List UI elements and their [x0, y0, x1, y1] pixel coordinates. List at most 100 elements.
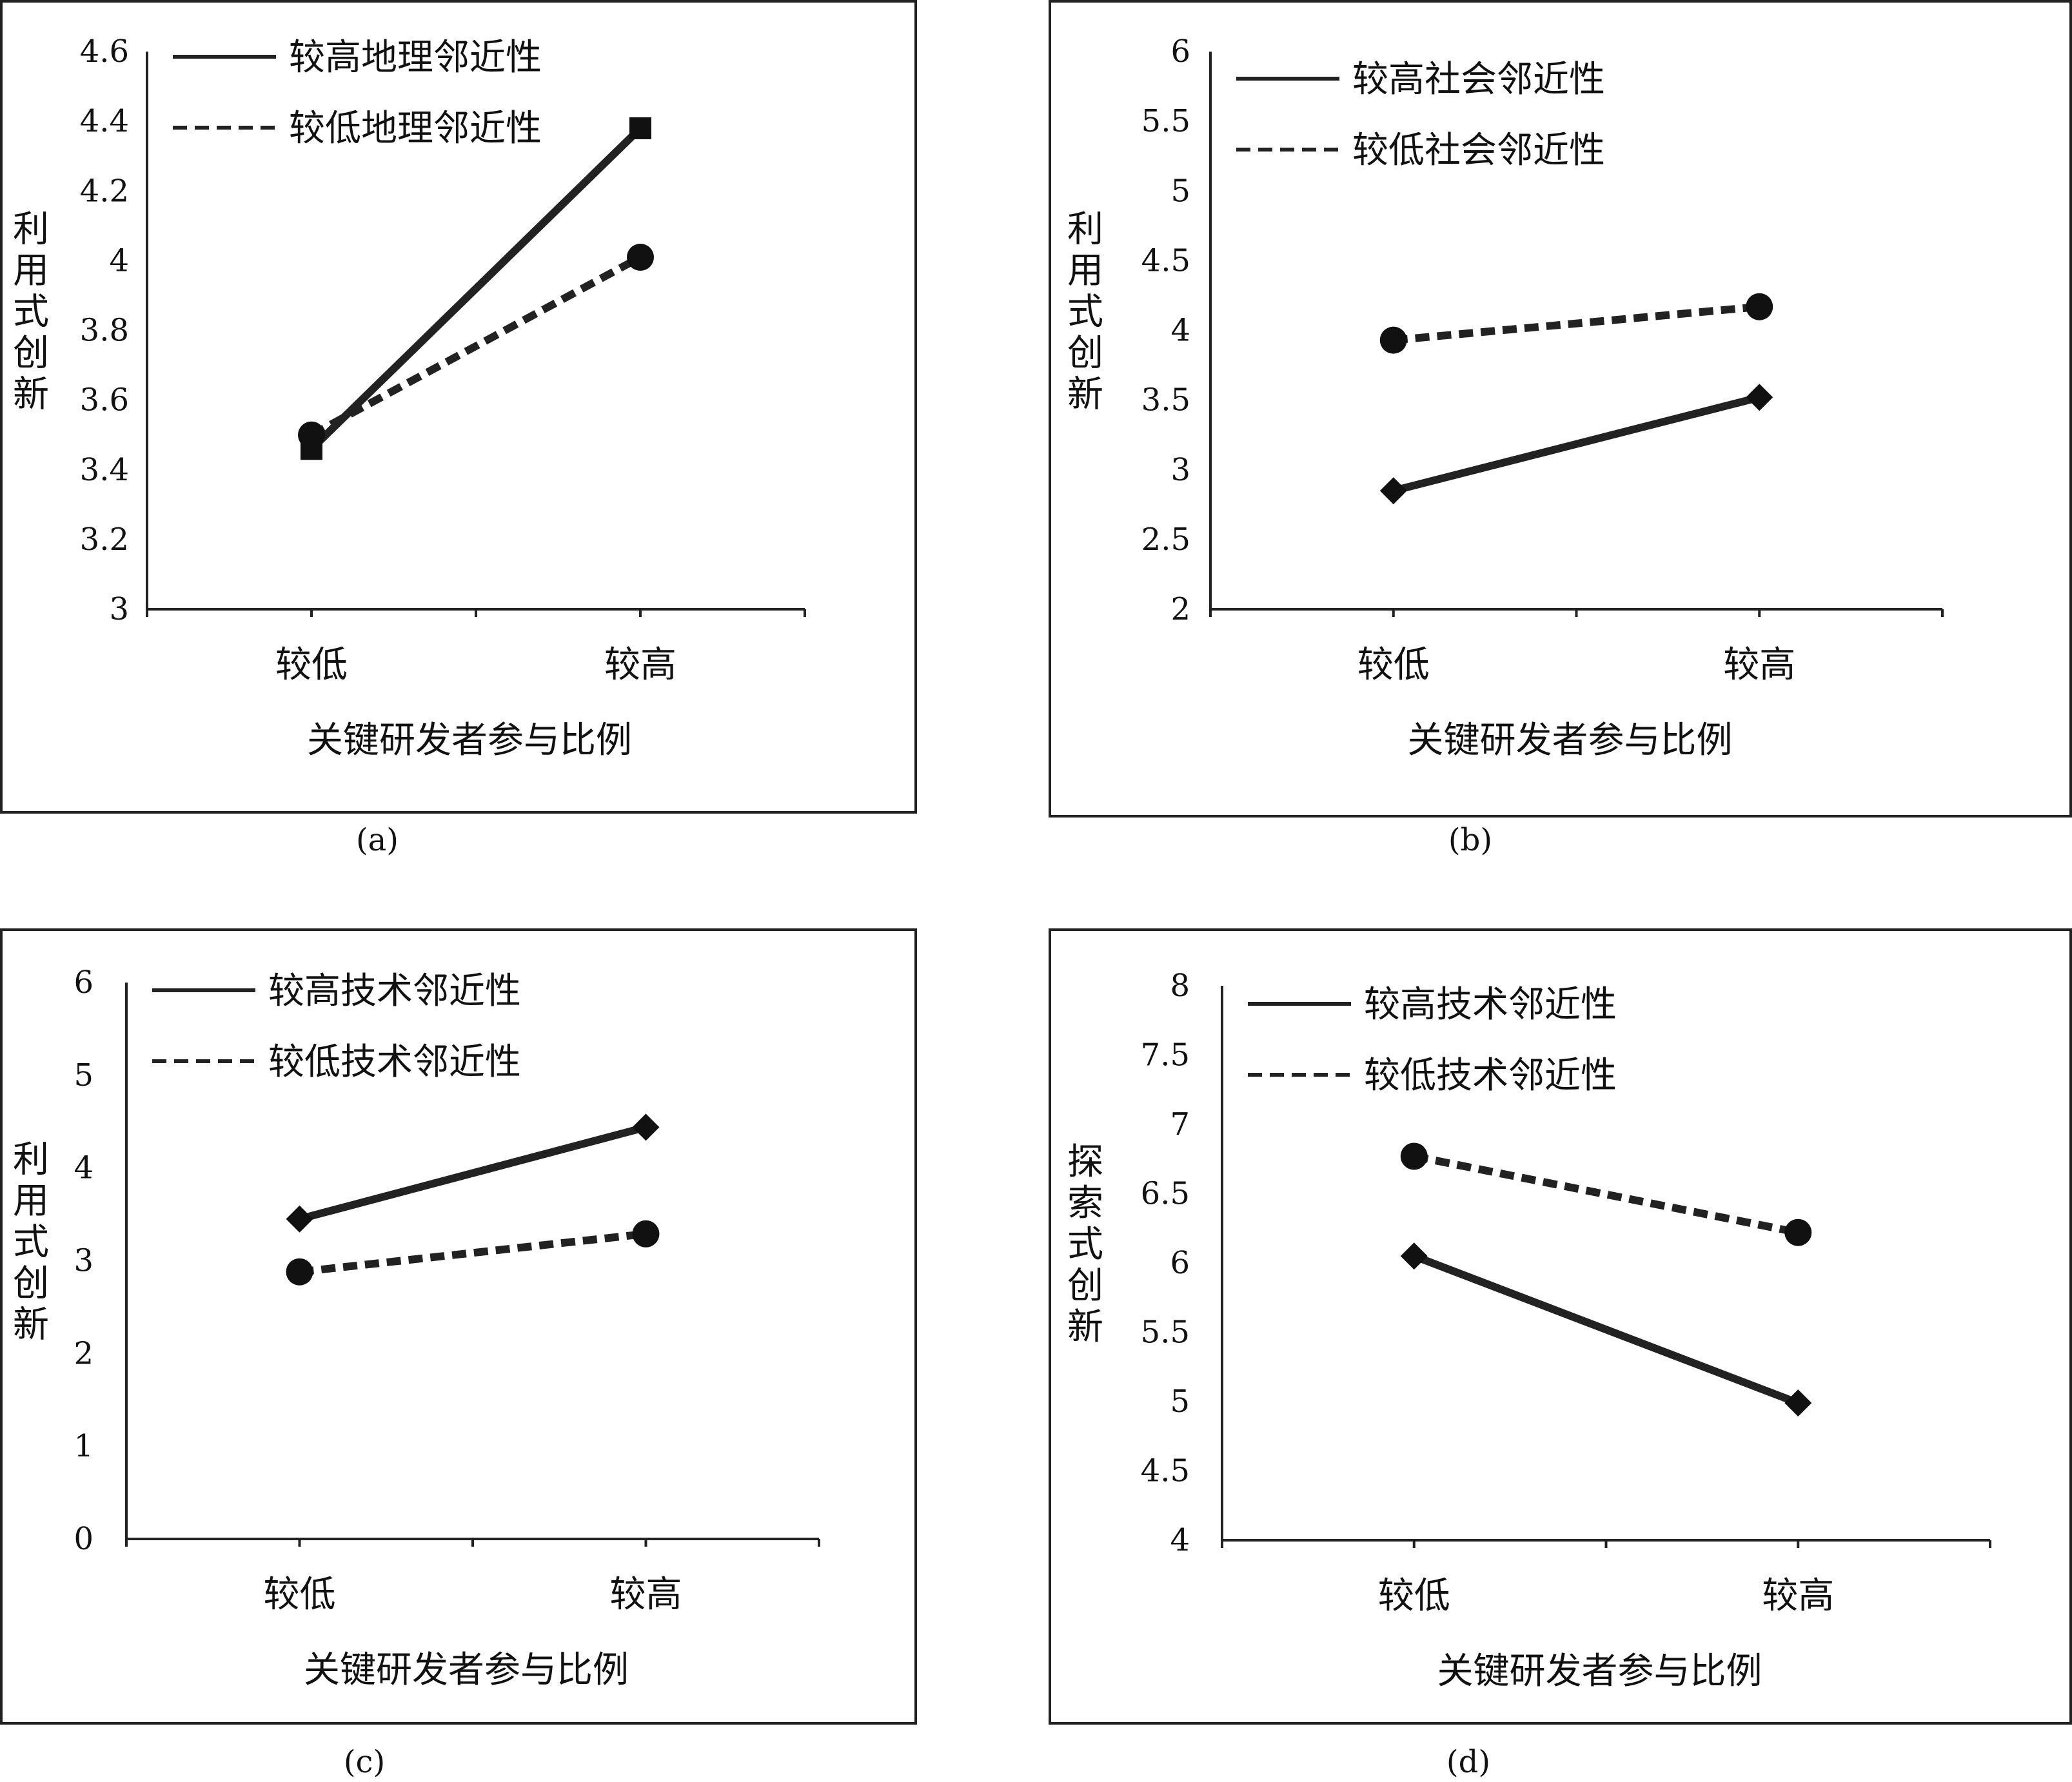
data-point-high — [1784, 1389, 1812, 1417]
y-axis-label-char: 探 — [1067, 1141, 1103, 1183]
chart-caption-b: (b) — [1448, 822, 1493, 858]
series-line-low — [1413, 1152, 1799, 1237]
chart-frame — [1049, 928, 2072, 1725]
y-axis-label-char: 创 — [1067, 333, 1103, 375]
y-tick-label: 2 — [1170, 591, 1190, 627]
data-point-high — [1746, 384, 1773, 411]
y-tick-label: 4 — [1170, 313, 1190, 349]
y-tick-label: 4.6 — [80, 34, 129, 70]
y-axis-label-char: 用 — [13, 1180, 49, 1222]
x-tick-label: 较低 — [275, 644, 348, 686]
x-tick-label: 较高 — [1762, 1575, 1834, 1617]
data-point-high — [632, 1113, 660, 1141]
x-tick-label: 较低 — [264, 1574, 336, 1616]
y-tick-label: 3 — [109, 591, 129, 627]
y-tick-label: 2.5 — [1141, 522, 1190, 558]
chart-caption-d: (d) — [1446, 1744, 1491, 1780]
y-axis-label-char: 创 — [13, 1263, 49, 1305]
data-point-low — [286, 1258, 313, 1286]
data-point-high — [1400, 1242, 1428, 1270]
legend-label: 较低社会邻近性 — [1352, 130, 1605, 171]
x-axis-label: 关键研发者参与比例 — [1437, 1650, 1762, 1692]
y-axis-label-char: 创 — [1067, 1265, 1103, 1307]
y-axis-label-char: 利 — [13, 1139, 49, 1181]
data-point-low — [1746, 293, 1773, 320]
y-tick-label: 4 — [74, 1150, 94, 1186]
y-tick-label: 6.5 — [1141, 1176, 1190, 1212]
y-axis-label-char: 创 — [13, 333, 49, 375]
y-axis-label-char: 新 — [1067, 374, 1103, 416]
legend-label: 较高技术邻近性 — [1364, 984, 1617, 1026]
y-tick-label: 0 — [74, 1521, 94, 1557]
x-tick-label: 较低 — [1357, 644, 1430, 686]
y-axis-label-char: 用 — [1067, 250, 1103, 292]
legend-label: 较高社会邻近性 — [1352, 59, 1605, 101]
x-tick-label: 较高 — [610, 1574, 682, 1616]
data-point-low — [1379, 326, 1407, 354]
y-tick-label: 5.5 — [1141, 103, 1190, 139]
y-tick-label: 5 — [74, 1057, 94, 1093]
y-tick-label: 5 — [1170, 1384, 1190, 1420]
y-tick-label: 6 — [74, 964, 94, 1001]
data-point-low — [1400, 1142, 1428, 1170]
y-axis-label-char: 新 — [13, 1304, 49, 1346]
data-point-high — [1379, 477, 1407, 505]
y-axis-label-char: 式 — [1067, 1224, 1103, 1266]
series-line-high — [1392, 393, 1761, 495]
series-line-low — [310, 253, 642, 438]
y-tick-label: 3 — [1170, 452, 1190, 488]
x-axis-label: 关键研发者参与比例 — [304, 1649, 629, 1691]
y-axis-label-char: 式 — [13, 1222, 49, 1264]
y-tick-label: 2 — [74, 1335, 94, 1371]
y-tick-label: 4.5 — [1141, 242, 1190, 279]
y-tick-label: 4 — [109, 242, 129, 279]
y-tick-label: 3 — [74, 1243, 94, 1279]
data-point-low — [627, 243, 654, 271]
y-axis-label-char: 用 — [13, 250, 49, 292]
data-point-high — [629, 117, 651, 139]
series-line-high — [298, 1123, 647, 1223]
legend-label: 较高技术邻近性 — [268, 970, 521, 1012]
y-tick-label: 7 — [1170, 1106, 1190, 1142]
y-axis-label-char: 利 — [13, 209, 49, 251]
y-tick-label: 6 — [1170, 34, 1190, 70]
y-tick-label: 5 — [1170, 173, 1190, 209]
data-point-low — [632, 1220, 660, 1248]
series-line-low — [299, 1229, 647, 1276]
y-tick-label: 6 — [1170, 1245, 1190, 1281]
legend-label: 较高地理邻近性 — [289, 37, 542, 79]
chart-frame — [0, 0, 917, 814]
y-axis-label-char: 利 — [1067, 209, 1103, 251]
y-axis-label-char: 索 — [1067, 1182, 1103, 1224]
y-tick-label: 3.8 — [80, 313, 129, 349]
series-line-high — [1412, 1252, 1800, 1407]
legend-label: 较低技术邻近性 — [1364, 1055, 1617, 1097]
y-tick-label: 5.5 — [1141, 1315, 1190, 1351]
y-tick-label: 1 — [74, 1428, 94, 1464]
y-tick-label: 4.4 — [80, 103, 129, 139]
y-axis-label-char: 新 — [1067, 1306, 1103, 1348]
y-tick-label: 3.2 — [80, 522, 129, 558]
y-tick-label: 7.5 — [1141, 1037, 1190, 1073]
x-tick-label: 较高 — [1723, 644, 1795, 686]
chart-frame — [1049, 0, 2072, 818]
y-tick-label: 4.2 — [80, 173, 129, 209]
x-axis-label: 关键研发者参与比例 — [1408, 720, 1733, 761]
y-tick-label: 8 — [1170, 968, 1190, 1004]
y-axis-label-char: 式 — [1067, 291, 1103, 333]
y-tick-label: 4.5 — [1141, 1453, 1190, 1489]
y-tick-label: 3.4 — [80, 452, 129, 488]
series-line-high — [308, 125, 644, 452]
series-line-low — [1393, 302, 1760, 344]
chart-caption-a: (a) — [355, 822, 399, 858]
x-tick-label: 较低 — [1378, 1575, 1450, 1617]
x-tick-label: 较高 — [604, 644, 676, 686]
